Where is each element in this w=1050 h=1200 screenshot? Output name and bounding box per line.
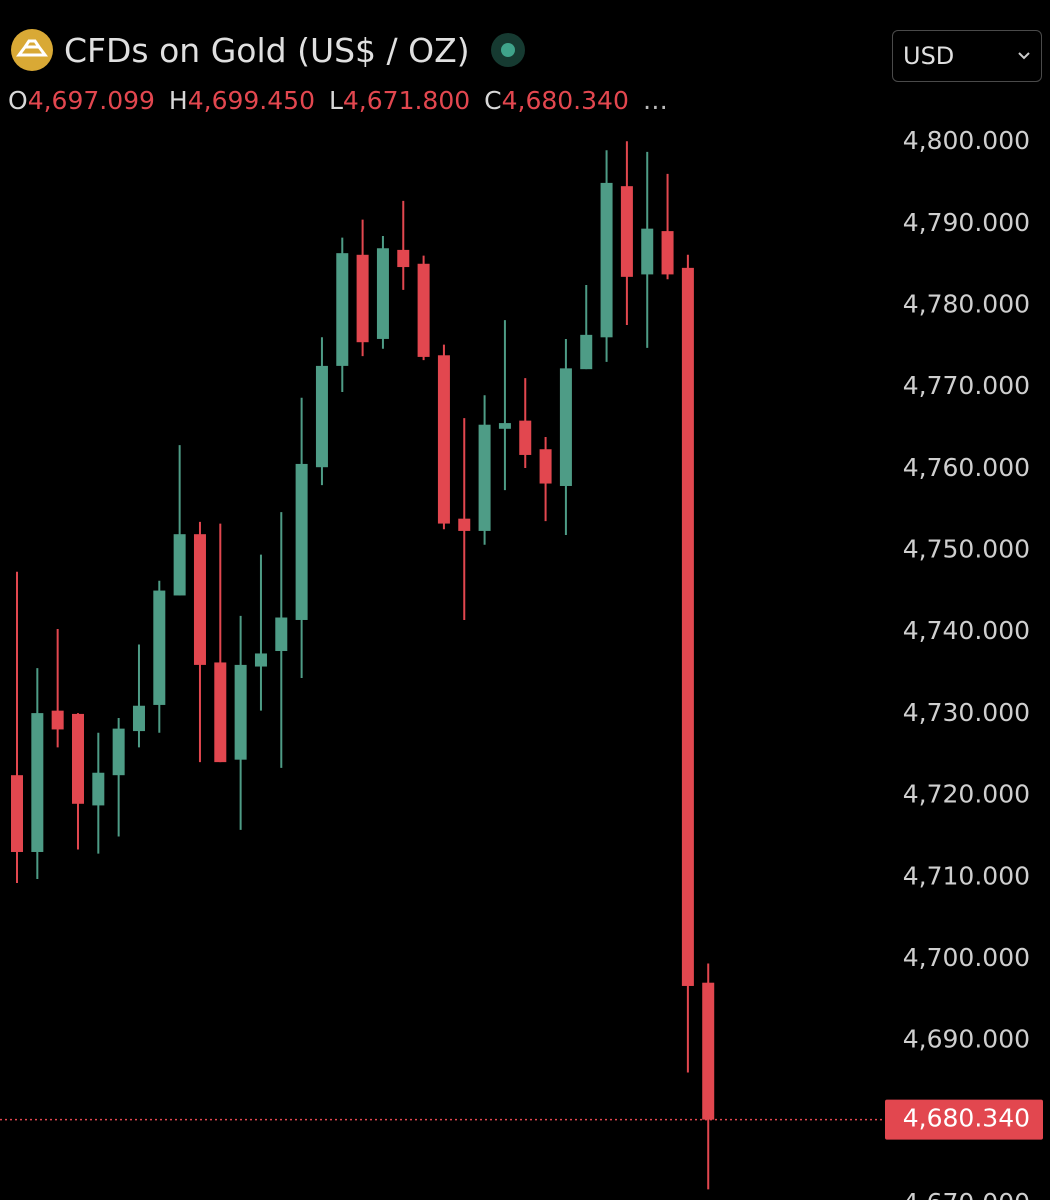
ohlc-key: H [168,86,188,115]
candle-body [92,772,105,806]
ohlc-key: C [484,86,502,115]
candle-body [397,249,410,268]
y-tick-label: 4,780.000 [903,289,1030,318]
candle-body [71,713,84,804]
candle-body [580,334,593,370]
candle-body [112,728,125,776]
y-tick-label: 4,740.000 [903,616,1030,645]
ohlc-key: O [8,86,28,115]
y-tick-label: 4,710.000 [903,861,1030,890]
candle-body [51,710,64,730]
last-price-box [885,1099,1043,1140]
ohlc-value: 4,699.450 [187,86,315,115]
candle-body [559,368,572,486]
y-tick-label: 4,670.000 [903,1188,1030,1200]
chart-title: CFDs on Gold (US$ / OZ) [64,30,470,70]
last-price-label: 4,680.340 [903,1104,1030,1133]
y-tick-label: 4,700.000 [903,943,1030,972]
candle-body [315,365,328,468]
candle-body [173,534,186,596]
currency-select[interactable]: USD [892,30,1042,82]
candle-body [193,534,206,665]
candle-body [661,231,674,275]
candle-body [234,664,247,760]
y-tick-label: 4,730.000 [903,698,1030,727]
candle-body [11,775,23,852]
more-indicator: … [642,86,668,115]
candle-body [498,423,511,429]
candle-body [356,254,369,343]
candle-body [458,518,471,531]
ohlc-key: L [328,86,343,115]
candle-body [681,267,694,986]
candle-body [295,463,308,620]
y-tick-label: 4,750.000 [903,535,1030,564]
currency-label: USD [903,42,955,70]
ohlc-value: 4,680.340 [501,86,629,115]
y-tick-label: 4,790.000 [903,208,1030,237]
y-tick-label: 4,720.000 [903,780,1030,809]
candle-body [275,617,288,652]
ohlc-value: 4,697.099 [27,86,155,115]
candle-body [417,263,430,357]
y-tick-label: 4,690.000 [903,1025,1030,1054]
candle-body [702,982,715,1120]
ohlc-value: 4,671.800 [342,86,471,115]
candle-body [539,449,552,484]
header: CFDs on Gold (US$ / OZ) [10,28,528,72]
gold-icon [11,29,53,71]
candle-body [437,355,450,524]
ohlc-legend: O 4,697.099 H 4,699.450 L 4,671.800 C 4,680.340… [8,86,668,115]
candle-body [214,662,227,763]
candle-body [254,653,267,667]
candle-body [336,253,349,366]
chevron [1018,52,1030,60]
candle-body [641,228,654,275]
candle-body [519,420,532,455]
candle-body [620,186,633,277]
candle-body [376,248,389,339]
y-tick-label: 4,770.000 [903,371,1030,400]
y-tick-label: 4,800.000 [903,126,1030,155]
candle-body [478,424,491,531]
candle-body [600,182,613,338]
candle-body [153,590,166,705]
market-status [490,33,525,67]
candle-body [132,705,145,732]
candle-body [31,713,44,852]
y-tick-label: 4,760.000 [903,453,1030,482]
